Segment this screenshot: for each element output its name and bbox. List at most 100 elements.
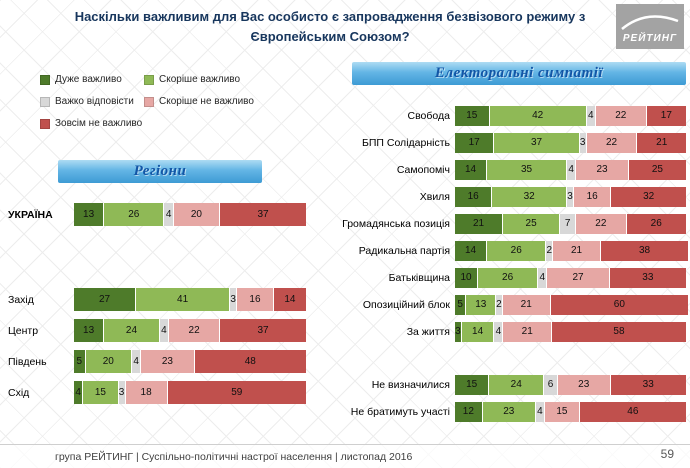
bar-segment: 22 (595, 106, 647, 126)
legend: Дуже важливо Скоріше важливо Важко відпові… (40, 74, 304, 129)
bar-segment: 16 (573, 187, 612, 207)
bar-row: Самопоміч 14 35 4 23 25 (337, 160, 686, 180)
legend-item: Скоріше важливо (144, 74, 304, 85)
stacked-bar: 17 37 3 22 21 (455, 133, 686, 153)
bar-segment: 27 (74, 288, 137, 311)
bar-segment: 21 (503, 322, 552, 342)
bar-segment: 14 (273, 288, 306, 311)
stacked-bar: 14 26 2 21 38 (455, 241, 688, 261)
bar-segment: 4 (494, 322, 504, 342)
bar-segment: 25 (628, 160, 686, 180)
bar-segment: 15 (455, 106, 490, 126)
bar-segment: 20 (173, 203, 221, 226)
legend-label: Скоріше не важливо (159, 96, 254, 107)
stacked-bar: 27 41 3 16 14 (74, 288, 306, 311)
stacked-bar: 15 24 6 23 33 (455, 375, 686, 395)
bar-row: Захід 27 41 3 16 14 (6, 288, 306, 311)
legend-swatch (144, 96, 154, 107)
bar-segment: 26 (487, 241, 547, 261)
bar-segment: 20 (85, 350, 132, 373)
category-label: Схід (8, 386, 30, 399)
bar-segment: 21 (637, 133, 686, 153)
bar-segment: 37 (220, 203, 306, 226)
bar-segment: 26 (626, 214, 686, 234)
bar-segment: 35 (487, 160, 568, 180)
bar-segment: 13 (74, 203, 105, 226)
bar-segment: 23 (482, 402, 536, 422)
bar-segment: 16 (455, 187, 493, 207)
legend-label: Важко відповісти (55, 96, 134, 107)
bar-segment: 17 (646, 106, 686, 126)
bar-segment: 4 (74, 381, 84, 404)
category-label: Свобода (407, 110, 450, 122)
bar-segment: 2 (496, 295, 503, 315)
bar-segment: 37 (494, 133, 580, 153)
bar-row: Не братимуть участі 12 23 4 15 46 (337, 402, 686, 422)
bar-segment: 58 (551, 322, 686, 342)
bar-segment: 3 (566, 187, 574, 207)
footer: група РЕЙТИНГ | Суспільно-політичні наст… (0, 444, 690, 468)
bar-row: БПП Солідарність 17 37 3 22 21 (337, 133, 686, 153)
legend-swatch (40, 74, 50, 85)
bar-segment: 15 (455, 375, 490, 395)
bar-row: Батьківщина 10 26 4 27 33 (337, 268, 686, 288)
bar-row: Центр 13 24 4 22 37 (6, 319, 306, 342)
page-title: Наскільки важливим для Вас особисто є за… (74, 9, 586, 45)
bar-segment: 4 (159, 319, 170, 342)
bar-row: Свобода 15 42 4 22 17 (337, 106, 686, 126)
stacked-bar: 13 26 4 20 37 (74, 203, 306, 226)
legend-swatch (40, 118, 50, 129)
footer-text: група РЕЙТИНГ | Суспільно-політичні наст… (55, 450, 413, 463)
category-label: Батьківщина (388, 272, 450, 284)
legend-label: Скоріше важливо (159, 74, 241, 85)
bar-segment: 17 (455, 133, 495, 153)
bar-segment: 23 (141, 350, 195, 373)
legend-swatch (144, 74, 154, 85)
bar-segment: 15 (83, 381, 119, 404)
category-label: Опозиційний блок (362, 299, 450, 311)
bar-segment: 21 (553, 241, 602, 261)
bar-segment: 41 (136, 288, 231, 311)
regions-chart: УКРАЇНА 13 26 4 20 37 Захід 27 41 3 16 14 Центр 13 24 4… (6, 203, 306, 412)
bar-segment: 38 (601, 241, 688, 261)
bar-segment: 5 (455, 295, 467, 315)
legend-item: Зовсім не важливо (40, 118, 144, 129)
bar-row: Громадянська позиція 21 25 7 22 26 (337, 214, 686, 234)
rating-logo: РЕЙТИНГ (616, 4, 684, 49)
bar-segment: 14 (455, 160, 488, 180)
bar-segment: 24 (489, 375, 545, 395)
bar-row: Південь 5 20 4 23 48 (6, 350, 306, 373)
bar-segment: 27 (547, 268, 610, 288)
regions-header: Регіони (58, 160, 262, 183)
legend-label: Зовсім не важливо (55, 118, 143, 129)
bar-segment: 37 (220, 319, 306, 342)
bar-segment: 26 (104, 203, 165, 226)
bar-row: За життя 3 14 4 21 58 (337, 322, 686, 342)
bar-segment: 4 (131, 350, 142, 373)
stacked-bar: 21 25 7 22 26 (455, 214, 686, 234)
category-label: Самопоміч (396, 164, 450, 176)
logo-swoosh-icon (621, 15, 679, 30)
stacked-bar: 3 14 4 21 58 (455, 322, 686, 342)
bar-segment: 14 (455, 241, 488, 261)
bar-segment: 24 (104, 319, 160, 342)
bar-segment: 22 (576, 214, 627, 234)
bar-segment: 32 (611, 187, 686, 207)
bar-segment: 46 (579, 402, 686, 422)
bar-segment: 18 (125, 381, 168, 404)
stacked-bar: 13 24 4 22 37 (74, 319, 306, 342)
bar-segment: 6 (544, 375, 558, 395)
bar-segment: 48 (194, 350, 306, 373)
electoral-sympathies-chart: Свобода 15 42 4 22 17 БПП Солідарність 17 37 3 22 2… (337, 106, 688, 429)
stacked-bar: 12 23 4 15 46 (455, 402, 686, 422)
category-label: Хвиля (419, 191, 450, 203)
bar-row: УКРАЇНА 13 26 4 20 37 (6, 203, 306, 226)
bar-segment: 60 (550, 295, 688, 315)
bar-segment: 4 (535, 402, 546, 422)
bar-row: Опозиційний блок 5 13 2 21 60 (337, 295, 688, 315)
bar-segment: 22 (169, 319, 221, 342)
bar-segment: 23 (557, 375, 611, 395)
bar-segment: 3 (230, 288, 238, 311)
category-label: Південь (8, 355, 47, 368)
